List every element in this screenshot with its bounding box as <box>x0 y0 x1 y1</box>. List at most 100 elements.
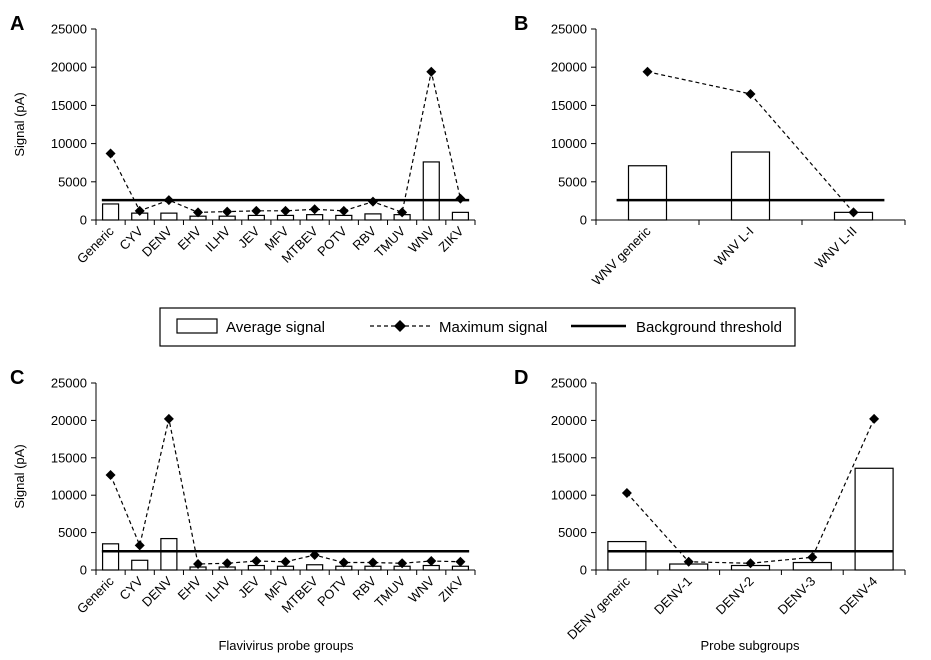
panel-c-category-label-4: ILHV <box>202 573 233 604</box>
panel-d-category-label-3: DENV-3 <box>775 574 819 618</box>
panel-a-bar-6 <box>276 214 295 221</box>
legend-maximum-marker <box>394 320 406 332</box>
panel-a-bar-4 <box>218 215 236 221</box>
panel-a-maximum-point-8 <box>338 205 349 216</box>
panel-c-category-label-12: ZIKV <box>435 573 466 604</box>
panel-c-y-tick-label: 10000 <box>51 488 87 503</box>
panel-a-maximum-point-3 <box>193 207 204 218</box>
panel-d-y-tick-label: 25000 <box>551 376 587 391</box>
panel-a-bar-5 <box>247 214 265 221</box>
panel-a-bar-9 <box>364 213 382 221</box>
panel-a-maximum-point-4 <box>222 206 233 217</box>
panel-c-maximum-point-3 <box>193 559 204 570</box>
panel-d-letter: D <box>514 367 528 389</box>
panel-a-category-label-8: POTV <box>314 223 350 259</box>
panel-a-bar-7 <box>306 214 324 221</box>
panel-a-maximum-point-0 <box>105 148 116 159</box>
panel-b-y-tick-label: 20000 <box>551 60 587 75</box>
panel-d: D 0 5000 10000 15000 20000 25000 DENV generic DE… <box>514 367 906 653</box>
panel-d-category-label-0: DENV generic <box>564 573 633 642</box>
legend-box <box>159 307 796 347</box>
panel-c-maximum-point-2 <box>163 413 174 424</box>
panel-c-category-label-0: Generic <box>74 573 117 616</box>
panel-b-bar-1 <box>730 151 771 221</box>
panel-a-category-label-2: DENV <box>139 223 175 259</box>
panel-c-maximum-point-12 <box>455 556 466 567</box>
panel-d-maximum-point-2 <box>745 558 756 569</box>
panel-d-maximum-point-1 <box>683 556 694 567</box>
panel-a-maximum-point-10 <box>397 207 408 218</box>
panel-c-bar-0 <box>101 543 120 571</box>
legend-threshold-label: Background threshold <box>636 319 782 336</box>
panel-a-maximum-line <box>110 71 462 214</box>
panel-c-bar-5 <box>247 564 265 571</box>
panel-d-maximum-line <box>626 418 875 564</box>
panel-a-y-axis-label: Signal (pA) <box>12 92 27 156</box>
panel-a-category-label-3: EHV <box>175 223 205 253</box>
panel-a-maximum-point-9 <box>367 196 378 207</box>
panel-b-maximum-point-2 <box>848 207 859 218</box>
panel-b-y-tick-label: 5000 <box>558 174 587 189</box>
panel-b-y-tick-label: 25000 <box>551 22 587 37</box>
panel-a-maximum-point-7 <box>309 204 320 215</box>
panel-b: B 0 5000 10000 15000 20000 25000 WNV generic WNV… <box>514 13 906 288</box>
panel-b-y-tick-label: 0 <box>580 213 587 228</box>
panel-c-letter: C <box>10 367 24 389</box>
panel-d-y-tick-label: 10000 <box>551 488 587 503</box>
panel-d-y-tick-label: 15000 <box>551 450 587 465</box>
panel-d-category-label-4: DENV-4 <box>836 574 880 618</box>
panel-d-y-tick-label: 0 <box>580 563 587 578</box>
panel-b-category-label-2: WNV L-II <box>812 224 860 272</box>
panel-c-maximum-point-11 <box>426 556 437 567</box>
panel-c-bar-7 <box>306 564 324 571</box>
panel-c-maximum-point-5 <box>251 556 262 567</box>
panel-c-y-tick-label: 0 <box>80 563 87 578</box>
panel-a-letter: A <box>10 13 24 35</box>
legend-average-label: Average signal <box>226 319 325 336</box>
panel-d-category-label-2: DENV-2 <box>713 574 757 618</box>
panel-a-y-tick-label: 10000 <box>51 136 87 151</box>
panel-b-letter: B <box>514 13 528 35</box>
panel-a-bar-0 <box>101 203 120 221</box>
panel-a-y-tick-label: 20000 <box>51 60 87 75</box>
panel-c-maximum-point-4 <box>222 558 233 569</box>
panel-a-y-tick-label: 0 <box>80 213 87 228</box>
panel-a-y-tick-label: 25000 <box>51 22 87 37</box>
panel-b-y-tick-label: 15000 <box>551 98 587 113</box>
panel-a-category-label-0: Generic <box>74 223 117 266</box>
panel-a-bar-12 <box>451 211 470 221</box>
legend-maximum-label: Maximum signal <box>439 319 547 336</box>
panel-c-maximum-point-9 <box>367 557 378 568</box>
panel-a-category-label-4: ILHV <box>202 223 233 254</box>
panel-c-category-label-3: EHV <box>175 573 205 603</box>
panel-a-maximum-point-12 <box>455 193 466 204</box>
panel-c-maximum-point-8 <box>338 557 349 568</box>
panel-c-y-tick-label: 5000 <box>58 525 87 540</box>
panel-c-bar-1 <box>131 559 149 571</box>
panel-c-bar-6 <box>276 565 295 571</box>
panel-c-maximum-point-10 <box>397 558 408 569</box>
panel-a-maximum-point-5 <box>251 205 262 216</box>
panel-d-bar-3 <box>792 561 832 571</box>
panel-d-y-tick-label: 5000 <box>558 525 587 540</box>
panel-c-y-tick-label: 15000 <box>51 450 87 465</box>
panel-c-bar-2 <box>160 537 178 571</box>
panel-a-bar-11 <box>422 161 440 221</box>
panel-a-maximum-point-1 <box>134 205 145 216</box>
panel-d-maximum-point-3 <box>807 552 818 563</box>
panel-c-category-label-8: POTV <box>314 573 350 609</box>
legend: Average signal Maximum signal Background… <box>159 307 796 347</box>
panel-a-y-tick-label: 15000 <box>51 98 87 113</box>
panel-a-y-tick-label: 5000 <box>58 174 87 189</box>
panel-a-bar-8 <box>335 214 353 221</box>
panel-c-maximum-point-7 <box>309 550 320 561</box>
panel-a-maximum-point-6 <box>280 205 291 216</box>
panel-b-maximum-point-1 <box>745 88 756 99</box>
panel-a-category-label-12: ZIKV <box>435 223 466 254</box>
panel-b-y-tick-label: 10000 <box>551 136 587 151</box>
panel-a-maximum-point-2 <box>163 195 174 206</box>
panel-c-maximum-point-6 <box>280 556 291 567</box>
panel-b-bar-0 <box>627 165 668 221</box>
